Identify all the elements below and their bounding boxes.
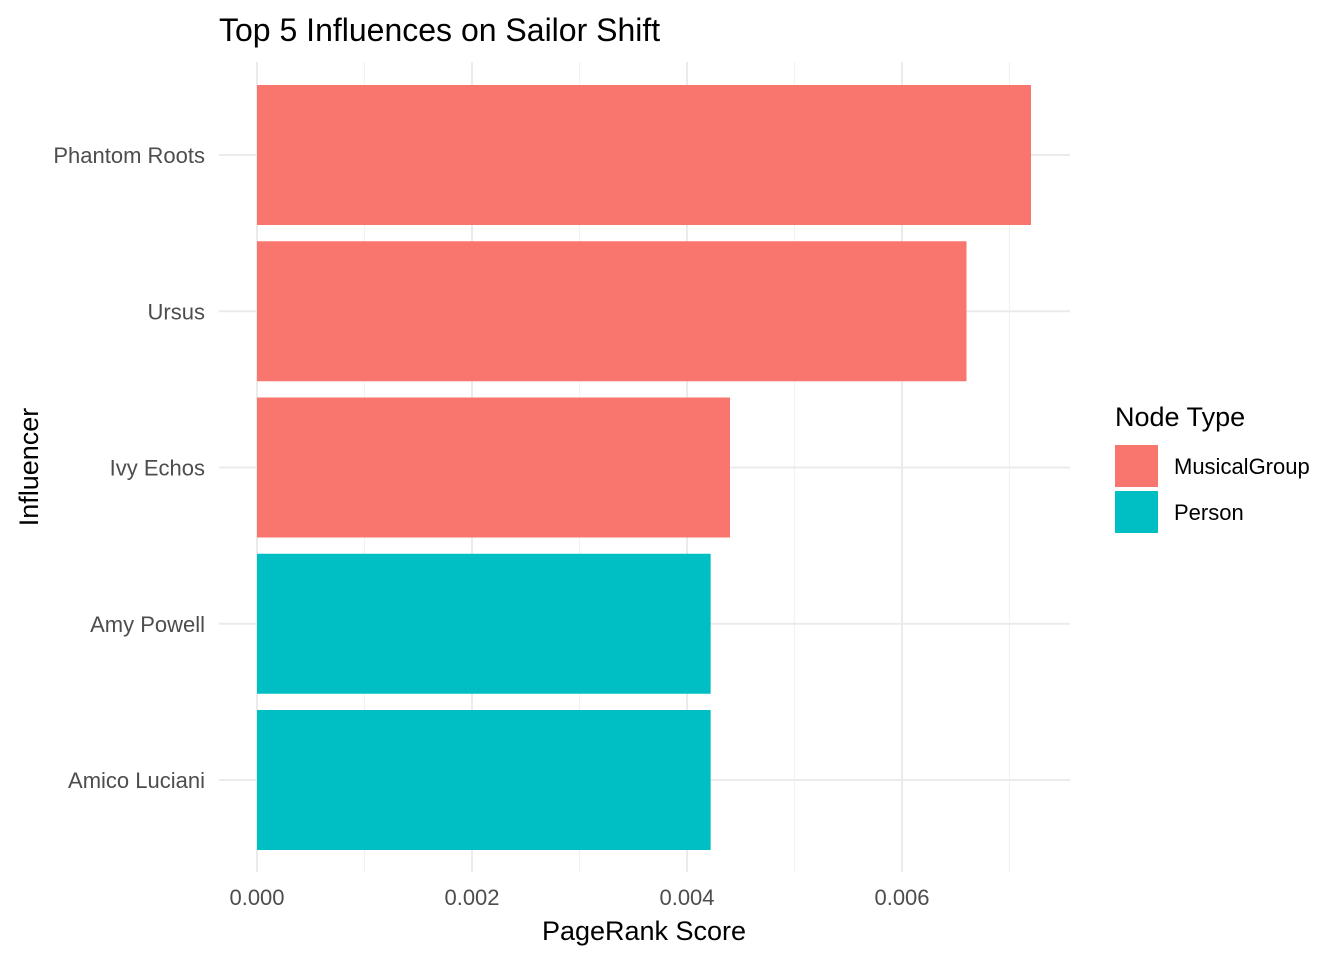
chart-title: Top 5 Influences on Sailor Shift (219, 12, 660, 48)
bar-amico-luciani (257, 710, 711, 850)
y-tick-label: Ursus (148, 299, 205, 324)
y-axis-title: Influencer (14, 408, 44, 527)
bars (257, 85, 1031, 850)
legend-title: Node Type (1115, 402, 1245, 432)
legend-swatch (1115, 445, 1158, 487)
bar-ursus (257, 241, 967, 382)
legend-label: Person (1174, 500, 1244, 525)
y-tick-label: Amy Powell (90, 612, 205, 637)
bar-ivy-echos (257, 397, 730, 538)
x-tick-label: 0.000 (229, 885, 284, 910)
bar-amy-powell (257, 553, 711, 694)
x-axis-title: PageRank Score (542, 916, 746, 946)
x-tick-label: 0.006 (874, 885, 929, 910)
x-axis-ticks: 0.000 0.002 0.004 0.006 (229, 885, 929, 910)
legend-swatch (1115, 491, 1158, 533)
legend: Node Type MusicalGroup Person (1115, 402, 1310, 533)
y-axis-ticks: Phantom Roots Ursus Ivy Echos Amy Powell Ami… (53, 143, 205, 793)
x-tick-label: 0.002 (444, 885, 499, 910)
y-tick-label: Amico Luciani (68, 768, 205, 793)
legend-label: MusicalGroup (1174, 454, 1310, 479)
x-tick-label: 0.004 (659, 885, 714, 910)
legend-entries: MusicalGroup Person (1115, 445, 1310, 533)
y-tick-label: Ivy Echos (110, 456, 205, 481)
y-tick-label: Phantom Roots (53, 143, 205, 168)
bar-phantom-roots (257, 85, 1031, 225)
